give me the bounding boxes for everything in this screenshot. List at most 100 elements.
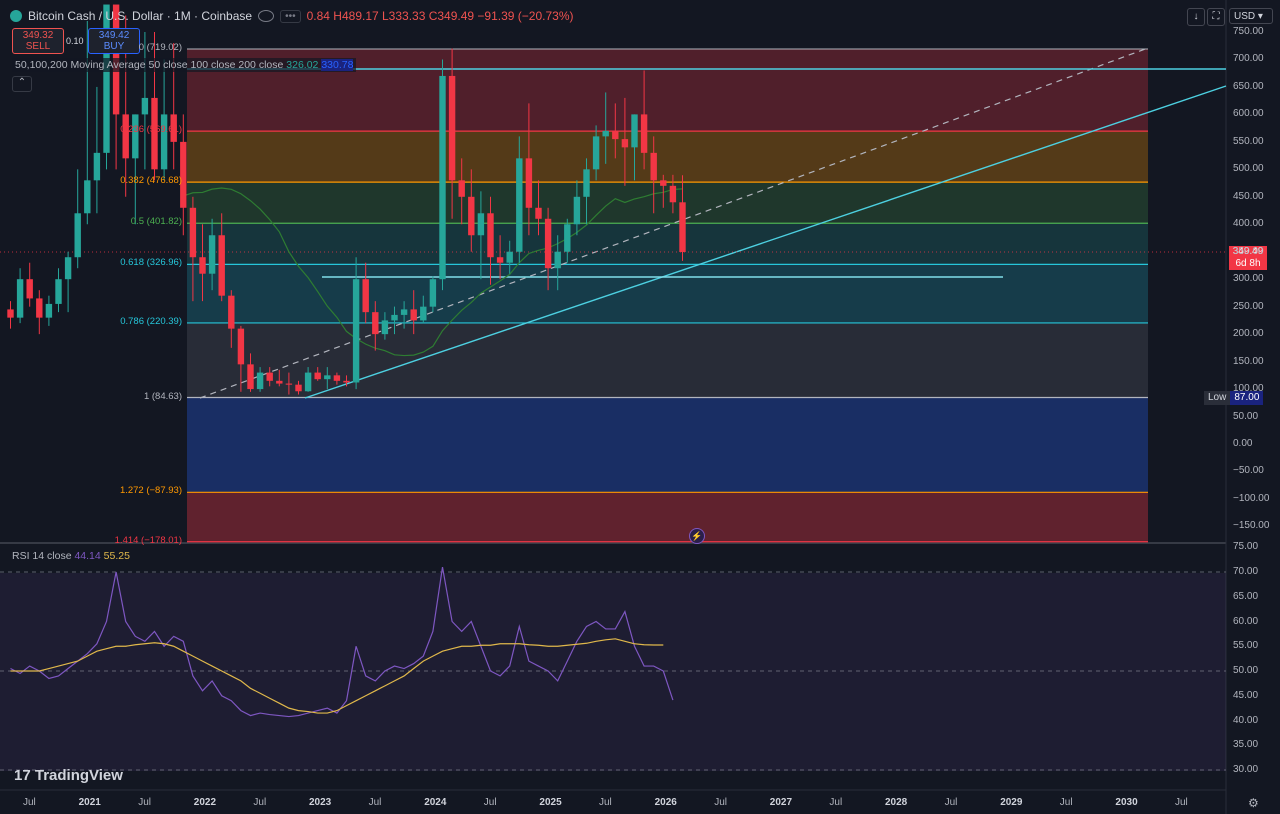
candle-body <box>189 207 197 258</box>
candle <box>333 372 341 385</box>
coin-icon <box>10 10 22 22</box>
last-price-label: 349.49 6d 8h <box>1229 246 1267 270</box>
candle-body <box>132 114 139 159</box>
time-tick-label: 2030 <box>1115 797 1138 808</box>
time-tick-label: Jul <box>368 797 382 808</box>
candle <box>400 301 408 329</box>
candle-body <box>343 380 350 383</box>
candle-body <box>535 207 542 219</box>
candle <box>420 295 427 324</box>
candle-body <box>400 309 408 315</box>
candle <box>343 375 350 387</box>
sell-button[interactable]: 349.32 SELL <box>12 28 64 54</box>
candle <box>36 290 43 335</box>
price-tick-label: 750.00 <box>1233 26 1264 37</box>
currency-selector[interactable]: USD ▾ <box>1229 8 1273 24</box>
candle <box>640 70 648 170</box>
rsi-tick-label: 30.00 <box>1233 764 1259 775</box>
time-tick-label: Jul <box>714 797 727 808</box>
ma-legend[interactable]: 50,100,200 Moving Average 50 close 100 c… <box>12 58 357 72</box>
candle <box>276 369 283 387</box>
candle-body <box>612 130 619 140</box>
candle <box>372 301 379 351</box>
candle-body <box>468 196 475 236</box>
candle-body <box>266 372 273 381</box>
candle <box>477 191 485 280</box>
candle <box>352 257 360 390</box>
candle <box>151 32 158 181</box>
fib-zone <box>187 492 1148 542</box>
price-tick-label: 250.00 <box>1233 300 1264 312</box>
candle <box>199 224 206 302</box>
candle <box>160 59 168 181</box>
fib-zone <box>187 322 1148 398</box>
candle-body <box>285 383 293 385</box>
candle-body <box>362 279 369 313</box>
low-tag: Low 87.00 <box>1204 391 1264 405</box>
candle-body <box>679 202 686 253</box>
candle-body <box>45 303 53 318</box>
candle-body <box>592 136 600 170</box>
eye-icon[interactable] <box>258 10 275 22</box>
candle <box>247 353 254 392</box>
candle <box>141 32 149 170</box>
candle-body <box>544 218 552 269</box>
price-tick-label: 150.00 <box>1233 355 1264 367</box>
candle-body <box>141 97 149 115</box>
time-tick-label: 2027 <box>769 797 793 808</box>
ma-legend-label: 50,100,200 Moving Average 50 close 100 c… <box>15 59 284 71</box>
candle-body <box>391 314 398 321</box>
sell-label: SELL <box>25 41 51 52</box>
candle <box>496 235 504 280</box>
candle-body <box>26 279 33 299</box>
price-tick-label: 450.00 <box>1233 190 1264 202</box>
download-icon[interactable]: ↓ <box>1187 8 1205 26</box>
time-tick-label: 2024 <box>424 797 447 808</box>
candle-body <box>276 380 283 384</box>
candle-body <box>506 251 513 263</box>
more-icon[interactable]: ••• <box>280 9 301 23</box>
time-tick-label: Jul <box>599 797 612 808</box>
last-price-value: 349.49 <box>1232 246 1264 257</box>
ma-value-1: 326.02 <box>286 59 319 71</box>
candle-body <box>564 224 571 252</box>
candle-body <box>458 180 465 197</box>
time-tick-label: 2026 <box>654 797 677 808</box>
candle <box>16 268 24 324</box>
rsi-legend[interactable]: RSI 14 close 44.14 55.25 <box>12 550 130 562</box>
time-tick-label: 2021 <box>78 797 101 808</box>
candle-body <box>448 75 456 181</box>
fib-label: 1.272 (−87.93) <box>119 485 182 497</box>
candle <box>602 92 609 164</box>
candle-body <box>583 169 590 197</box>
rsi-tick-label: 75.00 <box>1233 541 1259 553</box>
price-tick-label: 550.00 <box>1233 135 1264 147</box>
candle-body <box>477 213 485 236</box>
buy-button[interactable]: 349.42 BUY <box>88 28 140 54</box>
price-tick-label: 200.00 <box>1233 328 1264 340</box>
fullscreen-icon[interactable]: ⛶ <box>1207 8 1225 26</box>
rsi-tick-label: 35.00 <box>1233 739 1259 751</box>
price-tick-label: 300.00 <box>1233 273 1264 285</box>
rsi-tick-label: 50.00 <box>1233 665 1259 676</box>
settings-gear-icon[interactable]: ⚙ <box>1248 796 1259 810</box>
buy-price: 349.42 <box>98 30 130 41</box>
candle <box>45 295 53 326</box>
candle-body <box>84 180 91 214</box>
lightning-icon[interactable]: ⚡ <box>689 528 705 544</box>
candle-body <box>247 364 254 390</box>
tv-mark-icon: 17 <box>14 767 35 784</box>
candle-body <box>237 328 245 365</box>
sell-price: 349.32 <box>22 30 54 41</box>
symbol-title[interactable]: Bitcoin Cash / U.S. Dollar · 1M · Coinba… <box>28 9 253 23</box>
candle-body <box>650 152 657 181</box>
price-tick-label: −100.00 <box>1233 492 1270 504</box>
candle <box>458 158 465 225</box>
candle-body <box>602 130 609 137</box>
candle <box>487 196 494 285</box>
candle <box>669 174 677 214</box>
collapse-legend-button[interactable]: ⌃ <box>12 76 32 92</box>
fib-label: 0.382 (476.68) <box>120 175 182 187</box>
candle-body <box>208 235 216 274</box>
